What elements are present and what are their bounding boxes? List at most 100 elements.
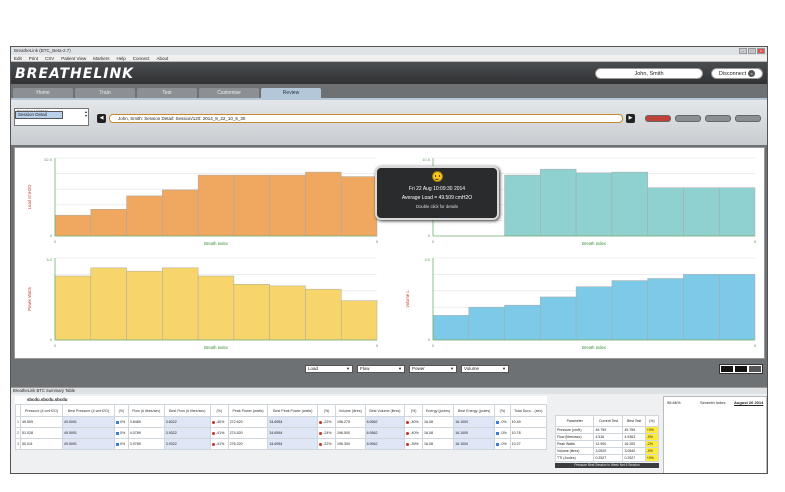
tab-home[interactable]: Home [13,88,73,98]
disconnect-button[interactable]: Disconnect × [711,68,763,79]
side-date[interactable]: August 26 2014 [734,400,764,405]
layout-toggle[interactable] [719,364,763,374]
session-view-list[interactable]: Session History Session Detail Breath De… [14,108,89,126]
single-view-icon[interactable] [721,366,733,372]
menu-markers[interactable]: Markers [93,56,110,61]
next-button[interactable]: ▶ [626,114,635,123]
power-bar[interactable] [269,285,306,341]
tab-customise[interactable]: Customise [199,88,259,98]
power-bar[interactable] [233,283,270,341]
table-row[interactable]: 1 49.509 49.5091 0% 3.8489 3.8322 -40% 272.620 3… [15,416,548,428]
comparison-column-header[interactable]: (%) [644,415,660,427]
summary-column-header[interactable]: (%) [317,404,336,417]
load-bar[interactable] [90,209,127,237]
load-bar[interactable] [197,174,235,237]
load-bar[interactable] [233,174,270,237]
summary-column-header[interactable]: Pressure (# cmH2O) [20,404,63,417]
load-chart[interactable]: 52.5 00 9 Breath Index Load cmH2O [21,154,383,250]
volume-bar[interactable] [540,296,577,341]
summary-column-header[interactable]: (%) [494,404,511,417]
summary-column-header[interactable]: Best Energy (joules) [453,404,496,417]
volume-bar[interactable] [683,274,720,341]
comparison-column-header[interactable]: Parameter [554,415,595,427]
menu-csv[interactable]: CSV [45,56,55,61]
comparison-column-header[interactable]: Best Test [622,415,646,427]
summary-column-header[interactable]: Flow (# litres/sec) [127,404,165,417]
comparison-row[interactable]: Flow (litres/sec) 4.516 4.9363 -9% [554,433,660,441]
load-bar[interactable] [162,189,199,237]
summary-column-header[interactable]: (%) [404,404,424,417]
volume-bar[interactable] [575,286,613,341]
power-select[interactable]: Power ▼ [409,365,457,373]
volume-bar[interactable] [504,304,541,341]
comparison-row[interactable]: TTI (Joules) 0.2527 0.2527 +0% [554,454,660,462]
summary-column-header[interactable]: Peak Power (watts) [227,404,269,417]
power-bar[interactable] [162,267,199,341]
toolbar-action-button-3[interactable] [705,115,731,122]
load-bar[interactable] [269,174,306,237]
volume-bar[interactable] [718,274,756,341]
comparison-row[interactable]: Pressure (cmH) 49.759 49.759 +0% [554,426,660,434]
menu-connect[interactable]: Connect [132,56,150,61]
menu-edit[interactable]: Edit [14,56,22,61]
user-name-field[interactable]: John, Smith [595,68,703,79]
power-bar[interactable] [197,275,235,341]
load-bar[interactable] [340,176,378,237]
menu-print[interactable]: Print [28,56,39,61]
load-bar[interactable] [305,171,342,237]
summary-column-header[interactable]: (%) [209,404,229,417]
toolbar-action-button-2[interactable] [675,115,701,122]
power-bar[interactable] [305,288,342,341]
flow-bar[interactable] [647,187,684,237]
load-bar[interactable] [126,195,163,237]
split-view-icon[interactable] [735,366,747,372]
power-chart[interactable]: 5.0 00 9 Breath Index Power Watts [21,254,383,354]
power-bar[interactable] [90,267,127,341]
summary-column-header[interactable]: Best Pressure (# cmH2O) [61,404,115,417]
flow-bar[interactable] [540,168,577,237]
previous-button[interactable]: ◀ [97,114,106,123]
comparison-row[interactable]: Peak Watts 12.900 16.200 -2% [554,440,660,448]
flow-bar[interactable] [718,187,756,237]
toolbar-action-button-4[interactable] [735,115,761,122]
menu-about[interactable]: About [156,56,169,61]
summary-column-header[interactable]: (%) [113,404,129,417]
power-bar[interactable] [126,270,163,341]
flow-bar[interactable] [504,174,541,237]
menu-patient-view[interactable]: Patient View [61,56,87,61]
tab-review[interactable]: Review [261,88,321,98]
volume-bar[interactable] [432,315,470,341]
volume-bar[interactable] [611,280,648,341]
session-detail-option[interactable]: Session Detail [15,111,63,119]
comparison-row[interactable]: Volume (litres) 3.0520 3.0540 -0% [554,447,660,455]
scroll-arrows-icon[interactable]: ▴ ▾ [84,109,87,118]
table-row[interactable]: 2 51.028 49.5091 0% 4.0789 3.9322 -41% 274.520 3… [15,427,548,439]
comparison-column-header[interactable]: Current Test [593,415,624,427]
flow-bar[interactable] [611,171,648,237]
summary-column-header[interactable]: Best Peak Power (watts) [267,404,319,417]
load-bar[interactable] [54,214,92,237]
tab-test[interactable]: Test [137,88,197,98]
summary-column-header[interactable]: Total Dura... (sec) [509,404,548,417]
summary-column-header[interactable]: Volume (litres) [334,404,366,417]
summary-column-header[interactable]: Energy (joules) [422,404,455,417]
volume-select[interactable]: Volume ▼ [461,365,509,373]
table-row[interactable]: 3 50.011 49.5091 0% 3.9789 3.9322 -41% 276.220 3… [15,438,548,450]
menu-help[interactable]: Help [116,56,126,61]
session-path-field[interactable]: John, Smith: Session Detail: Session/120… [109,114,623,123]
volume-bar[interactable] [647,278,684,341]
power-bar[interactable] [54,275,92,341]
volume-bar[interactable] [468,306,505,341]
close-icon[interactable]: × [757,48,765,54]
minimize-icon[interactable]: – [739,48,747,54]
summary-column-header[interactable]: Best Volume (litres) [364,404,406,417]
maximize-icon[interactable]: □ [748,48,756,54]
summary-column-header[interactable]: Best Flow (# litres/sec) [163,404,211,417]
breath-tooltip[interactable]: Fri 22 Aug 10:09:30 2014 Average Load = … [375,166,499,220]
flow-bar[interactable] [575,172,613,237]
volume-chart[interactable]: 4.0 00 9 Breath Index Volume L [399,254,761,354]
toolbar-action-button-1[interactable] [645,115,671,122]
grid-view-icon[interactable] [749,366,761,372]
load-select[interactable]: Load ▼ [305,365,353,373]
flow-select[interactable]: Flow ▼ [357,365,405,373]
